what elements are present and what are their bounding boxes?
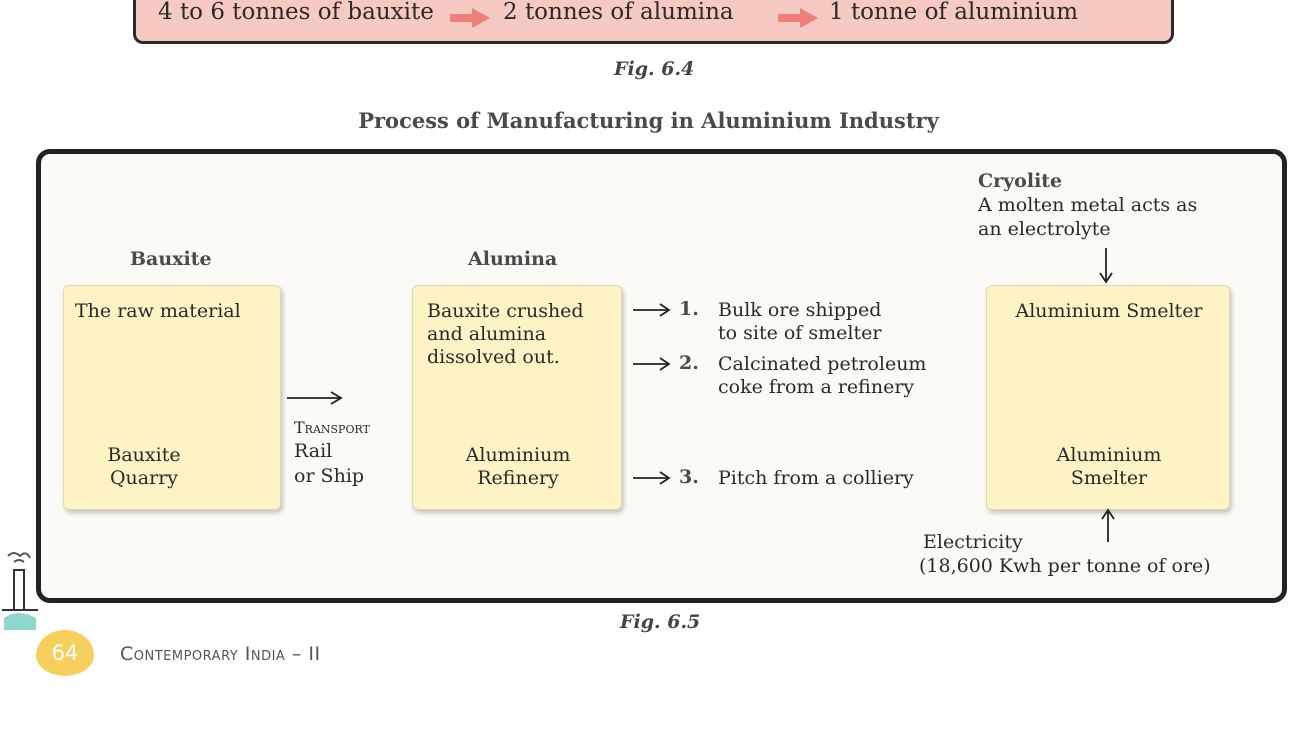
conversion-step-aluminium: 1 tonne of aluminium	[829, 0, 1079, 25]
arrow-up-icon	[1101, 508, 1115, 542]
arrow-right-icon	[633, 357, 671, 371]
factory-icon	[2, 552, 38, 630]
conversion-strip: 4 to 6 tonnes of bauxite 2 tonnes of alu…	[133, 0, 1174, 44]
arrow-right-icon	[633, 471, 671, 485]
transport-arrow-icon	[287, 391, 343, 405]
conversion-step-alumina: 2 tonnes of alumina	[503, 0, 734, 25]
bauxite-box-bottom-line2: Quarry	[109, 467, 179, 489]
cryolite-line1: A molten metal acts as	[978, 194, 1198, 216]
figure-caption-6-4: Fig. 6.4	[614, 58, 695, 80]
arrow-right-icon	[450, 8, 490, 28]
input-1-number: 1.	[679, 298, 699, 320]
input-3-line1: Pitch from a colliery	[718, 467, 914, 489]
electricity-line2: (18,600 Kwh per tonne of ore)	[919, 555, 1211, 577]
alumina-box-bottom-line2: Refinery	[477, 467, 559, 489]
figure-caption-6-5: Fig. 6.5	[620, 611, 701, 633]
input-1-line2: to site of smelter	[718, 322, 882, 344]
input-2-line2: coke from a refinery	[718, 376, 915, 398]
running-head: Contemporary India – II	[120, 643, 321, 665]
alumina-heading: Alumina	[468, 248, 558, 270]
alumina-box-line3: dissolved out.	[427, 346, 560, 368]
input-1-line1: Bulk ore shipped	[718, 299, 882, 321]
bauxite-box-bottom-line1: Bauxite	[107, 444, 181, 466]
smelter-box-bottom-line2: Smelter	[1070, 467, 1148, 489]
arrow-down-icon	[1099, 248, 1113, 284]
bauxite-heading: Bauxite	[130, 248, 212, 270]
arrow-right-icon	[633, 303, 671, 317]
cryolite-heading: Cryolite	[978, 170, 1063, 192]
smelter-box-bottom-line1: Aluminium	[1056, 444, 1162, 466]
input-2-line1: Calcinated petroleum	[718, 353, 927, 375]
electricity-line1: Electricity	[923, 531, 1023, 553]
bauxite-quarry-box: The raw material Bauxite Quarry	[63, 285, 281, 510]
input-3-number: 3.	[679, 466, 699, 488]
page-number-badge	[36, 630, 94, 676]
alumina-box-line2: and alumina	[427, 323, 547, 345]
bauxite-box-top-text: The raw material	[75, 300, 241, 322]
page-number: 64	[51, 641, 79, 665]
alumina-box-line1: Bauxite crushed	[427, 300, 584, 322]
transport-line2: or Ship	[294, 465, 365, 487]
aluminium-smelter-box: Aluminium Smelter Aluminium Smelter	[986, 285, 1230, 510]
transport-label: Transport	[294, 418, 370, 437]
input-2-number: 2.	[679, 352, 699, 374]
aluminium-refinery-box: Bauxite crushed and alumina dissolved ou…	[412, 285, 622, 510]
smelter-box-top-text: Aluminium Smelter	[1015, 300, 1203, 322]
arrow-right-icon	[778, 8, 818, 28]
transport-line1: Rail	[294, 440, 333, 462]
alumina-box-bottom-line1: Aluminium	[465, 444, 571, 466]
cryolite-line2: an electrolyte	[978, 218, 1111, 240]
diagram-title: Process of Manufacturing in Aluminium In…	[358, 108, 939, 133]
conversion-step-bauxite: 4 to 6 tonnes of bauxite	[158, 0, 434, 25]
